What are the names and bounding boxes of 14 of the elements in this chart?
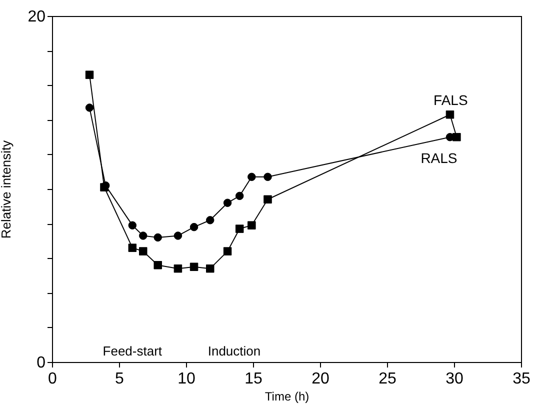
x-tick-label: 0 xyxy=(48,370,58,388)
x-tick-label: 15 xyxy=(244,370,262,388)
x-axis-title: Time (h) xyxy=(264,390,310,404)
x-tick-label: 30 xyxy=(446,370,464,388)
x-tick-label: 10 xyxy=(178,370,196,388)
y-axis-title: Relative intensity xyxy=(0,140,14,239)
x-tick-label: 35 xyxy=(512,370,530,388)
x-tick-label: 20 xyxy=(312,370,330,388)
annotation: Induction xyxy=(208,344,261,359)
series-label: FALS xyxy=(434,92,468,108)
x-tick-label: 5 xyxy=(115,370,124,388)
x-tick-label: 25 xyxy=(378,370,396,388)
annotation: Feed-start xyxy=(102,344,162,359)
series-label: RALS xyxy=(420,150,458,166)
